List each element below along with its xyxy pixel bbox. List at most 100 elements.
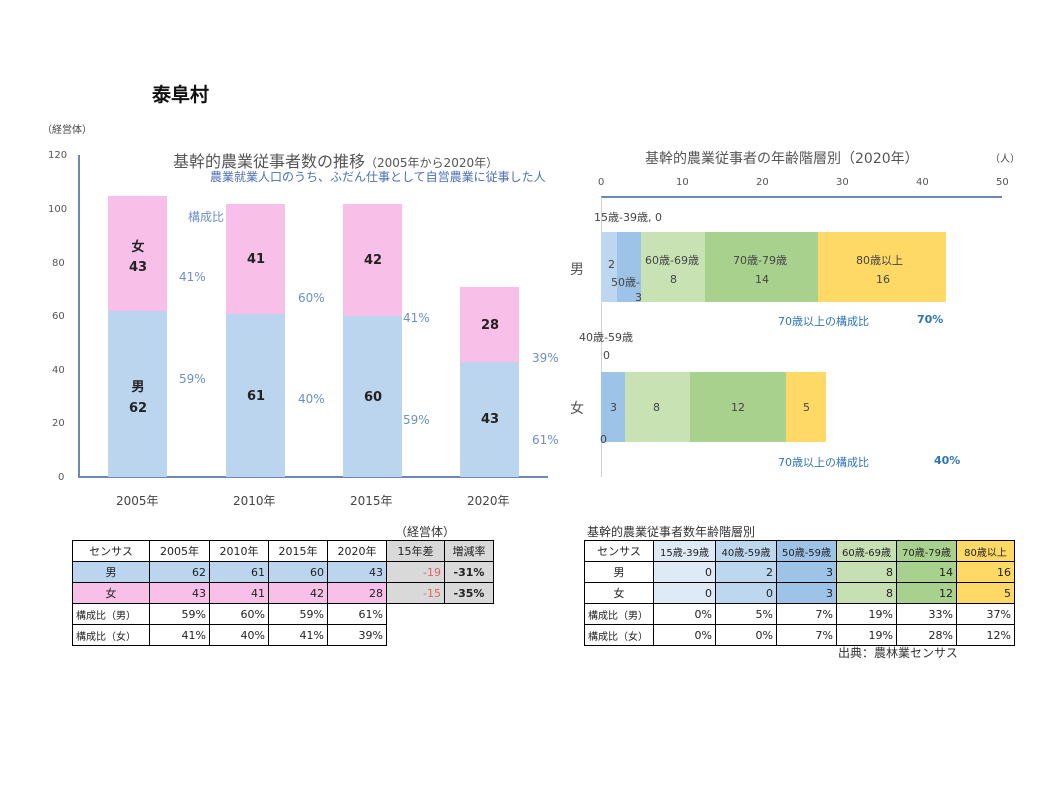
pct-female-2010: 60% [298, 291, 325, 305]
table-cell: 12% [956, 624, 1015, 646]
table-cell: 42 [268, 582, 328, 604]
male-seg-70-79-value: 14 [755, 273, 769, 286]
table-header: 15年差 [386, 540, 445, 562]
table-cell: 59% [149, 603, 210, 625]
table-cell: 60% [209, 603, 269, 625]
x-label-2020: 2020年 [467, 494, 510, 508]
table-cell: 14 [896, 561, 957, 583]
female-zero-label: 40歳-59歳 [579, 331, 633, 344]
table-cell: 0% [653, 603, 716, 625]
x-tick: 0 [598, 177, 605, 188]
y-tick: 20 [52, 418, 65, 429]
x-label-2005: 2005年 [116, 494, 159, 508]
x-tick: 30 [836, 177, 849, 188]
table-cell: 5% [715, 603, 777, 625]
bar-value-female-2010: 41 [246, 252, 266, 267]
y-tick: 40 [52, 365, 65, 376]
pct-female-2005: 41% [179, 270, 206, 284]
female-seg-50-59-value: 3 [610, 401, 617, 414]
male-seg-80-plus: 80歳以上 16 [818, 232, 946, 302]
table-cell: 62 [149, 561, 210, 583]
x-label-2015: 2015年 [350, 494, 393, 508]
table-header: 15歳-39歳 [653, 540, 716, 562]
table-header: センサス [584, 540, 654, 562]
x-tick: 50 [996, 177, 1009, 188]
table-header: 80歳以上 [956, 540, 1015, 562]
category-female: 女 [570, 401, 584, 417]
male-seg-50-59-value: 3 [635, 291, 642, 304]
x-tick: 20 [756, 177, 769, 188]
pct-female-2015: 41% [403, 311, 430, 325]
table-header: 60歳-69歳 [836, 540, 897, 562]
table-cell: 0% [653, 624, 716, 646]
table-row: 女 43 41 42 28 -15 -35% [72, 582, 494, 604]
table-cell: 男 [72, 561, 150, 583]
table-cell: 0% [715, 624, 777, 646]
table-cell: 19% [836, 624, 897, 646]
bar-value-male-2010: 61 [246, 389, 266, 404]
female-seg-50-59: 3 [601, 372, 625, 442]
source-note: 出典：農林業センサス [838, 646, 958, 660]
left-chart-title-suffix: （2005年から2020年） [365, 156, 499, 170]
table-cell: 0 [653, 561, 716, 583]
left-table: センサス 2005年 2010年 2015年 2020年 15年差 増減率 男 … [72, 540, 494, 646]
y-tick: 120 [48, 150, 68, 161]
ratio-label: 構成比 [188, 210, 225, 224]
table-cell: 16 [956, 561, 1015, 583]
bar-value-female-2015: 42 [363, 253, 383, 268]
table-header: 2010年 [209, 540, 269, 562]
x-tick: 40 [916, 177, 929, 188]
table-cell: 43 [149, 582, 210, 604]
empty-cell [445, 625, 494, 646]
page-title: 泰阜村 [152, 84, 210, 106]
table-cell: 3 [776, 582, 837, 604]
male-ratio-label: 70歳以上の構成比 [778, 315, 869, 328]
table-header: 40歳-59歳 [715, 540, 777, 562]
pct-male-2020: 61% [532, 433, 559, 447]
male-seg-70-79-name: 70歳-79歳 [733, 254, 787, 267]
table-cell: 7% [776, 624, 837, 646]
male-ratio-value: 70% [917, 313, 944, 326]
table-cell: -19 [386, 561, 445, 583]
male-seg-80-plus-name: 80歳以上 [856, 254, 903, 267]
table-cell: 33% [896, 603, 957, 625]
female-zero-value: 0 [603, 349, 610, 362]
left-table-unit: （経営体） [395, 525, 456, 539]
left-chart-title-main: 基幹的農業従事者数の推移 [173, 152, 366, 171]
female-ratio-label: 70歳以上の構成比 [778, 456, 869, 469]
bar-label-female-name: 女 [131, 240, 145, 255]
table-cell: -35% [444, 582, 494, 604]
y-axis-line [601, 197, 602, 477]
table-cell: 7% [776, 603, 837, 625]
table-cell: 8 [836, 561, 897, 583]
bar-value-female-2005: 43 [128, 260, 148, 275]
table-header: 2005年 [149, 540, 210, 562]
x-axis-line [78, 476, 548, 478]
y-tick: 100 [48, 204, 68, 215]
table-cell: 61% [327, 603, 387, 625]
left-chart-title: 基幹的農業従事者数の推移（2005年から2020年） [173, 148, 498, 172]
table-header: センサス [72, 540, 150, 562]
right-table-title: 基幹的農業従事者数年齢階層別 [587, 525, 756, 539]
table-header: 2015年 [268, 540, 328, 562]
empty-cell [445, 604, 494, 625]
table-header: 70歳-79歳 [896, 540, 957, 562]
table-cell: 37% [956, 603, 1015, 625]
bar-female-2005 [108, 196, 167, 311]
table-cell: 0 [653, 582, 716, 604]
table-cell: 41% [268, 624, 328, 646]
bar-value-male-2020: 43 [480, 412, 500, 427]
x-tick: 10 [676, 177, 689, 188]
male-seg-70-79: 70歳-79歳 14 [705, 232, 818, 302]
table-cell: 女 [72, 582, 150, 604]
female-seg-70-79-value: 12 [731, 401, 745, 414]
pct-female-2020: 39% [532, 351, 559, 365]
table-row: 男 0 2 3 8 14 16 [584, 561, 1015, 583]
bar-value-male-2005: 62 [128, 401, 148, 416]
bar-value-female-2020: 28 [480, 318, 500, 333]
table-cell: 3 [776, 561, 837, 583]
table-cell: -31% [444, 561, 494, 583]
table-header-row: センサス 15歳-39歳 40歳-59歳 50歳-59歳 60歳-69歳 70歳… [584, 540, 1015, 562]
female-seg-80-plus: 5 [786, 372, 826, 442]
x-axis-line [601, 196, 1002, 198]
